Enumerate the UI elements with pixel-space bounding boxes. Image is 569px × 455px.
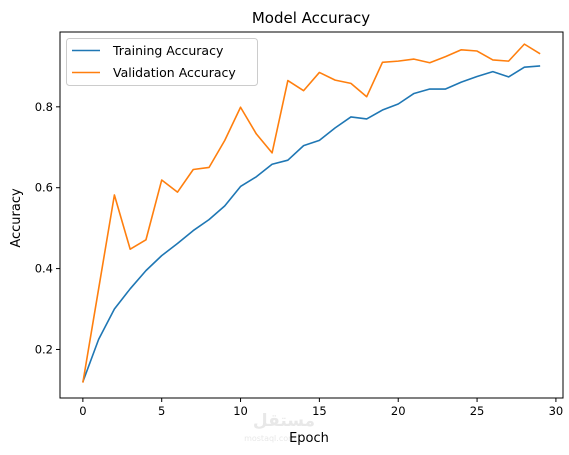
- y-axis-ticks: 0.2 0.4 0.6 0.8: [35, 100, 60, 356]
- y-axis-label: Accuracy: [9, 188, 24, 248]
- legend: Training Accuracy Validation Accuracy: [66, 38, 258, 86]
- series-layer: [82, 43, 541, 383]
- legend-label-training: Training Accuracy: [112, 43, 224, 58]
- x-tick-label: 20: [391, 404, 406, 418]
- x-tick-label: 10: [233, 404, 248, 418]
- y-tick-label: 0.8: [35, 100, 53, 114]
- x-axis-label: Epoch: [289, 431, 329, 446]
- watermark-text: مستقل: [253, 411, 315, 431]
- x-tick-label: 15: [312, 404, 327, 418]
- x-tick-label: 5: [158, 404, 165, 418]
- x-tick-label: 25: [470, 404, 485, 418]
- watermark-subtext: mostaql.com: [244, 434, 296, 443]
- y-tick-label: 0.6: [35, 181, 53, 195]
- y-tick-label: 0.4: [35, 262, 53, 276]
- x-axis-ticks: 0 5 10 15 20 25 30: [79, 398, 563, 418]
- x-tick-label: 0: [79, 404, 86, 418]
- series-line-training-accuracy: [82, 65, 541, 383]
- legend-label-validation: Validation Accuracy: [113, 65, 236, 80]
- plot-frame: [59, 31, 564, 399]
- series-line-validation-accuracy: [82, 43, 541, 383]
- y-tick-label: 0.2: [35, 342, 53, 356]
- x-tick-label: 30: [549, 404, 564, 418]
- legend-frame: [66, 38, 258, 86]
- plot-area: [59, 31, 564, 399]
- watermark-logo: مستقل mostaql.com: [244, 411, 315, 443]
- chart-title: Model Accuracy: [252, 9, 370, 27]
